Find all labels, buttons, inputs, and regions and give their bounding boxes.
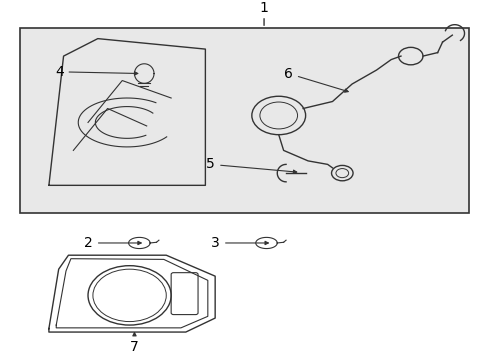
Text: 2: 2 [84, 236, 141, 250]
Text: 6: 6 [284, 67, 347, 92]
FancyBboxPatch shape [20, 28, 468, 213]
Text: 7: 7 [130, 340, 139, 354]
Text: 4: 4 [55, 65, 138, 79]
Text: 3: 3 [211, 236, 268, 250]
Text: 5: 5 [206, 157, 296, 174]
Text: 1: 1 [259, 1, 268, 15]
